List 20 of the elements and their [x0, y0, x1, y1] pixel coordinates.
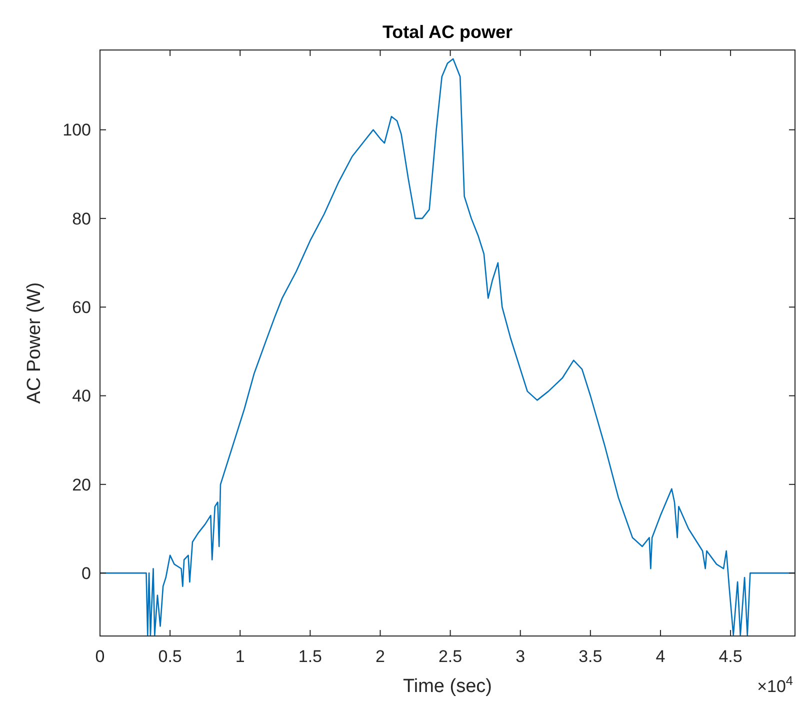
x-tick-label: 2: [376, 647, 385, 666]
x-tick-label: 1.5: [298, 647, 322, 666]
y-axis-title: AC Power (W): [24, 282, 45, 404]
x-tick-label: 4.5: [718, 647, 742, 666]
x-tick-label: 1: [235, 647, 245, 666]
x-tick-label: 4: [656, 647, 666, 666]
y-tick-label: 100: [62, 120, 91, 140]
x-axis-title: Time (sec): [402, 676, 492, 697]
x-tick-label: 0: [95, 647, 105, 666]
x-tick-label: 0.5: [158, 647, 182, 666]
y-tick-label: 40: [72, 386, 91, 406]
y-tick-label: 60: [72, 298, 91, 318]
x-tick-label: 3.5: [578, 647, 602, 666]
y-tick-label: 0: [82, 564, 91, 584]
chart-title: Total AC power: [382, 22, 512, 42]
x-tick-label: 2.5: [438, 647, 462, 666]
y-tick-label: 80: [72, 209, 91, 228]
x-tick-label: 3: [516, 647, 526, 666]
text: ×10$^{4}$: [757, 672, 793, 696]
y-tick-label: 20: [72, 475, 91, 494]
